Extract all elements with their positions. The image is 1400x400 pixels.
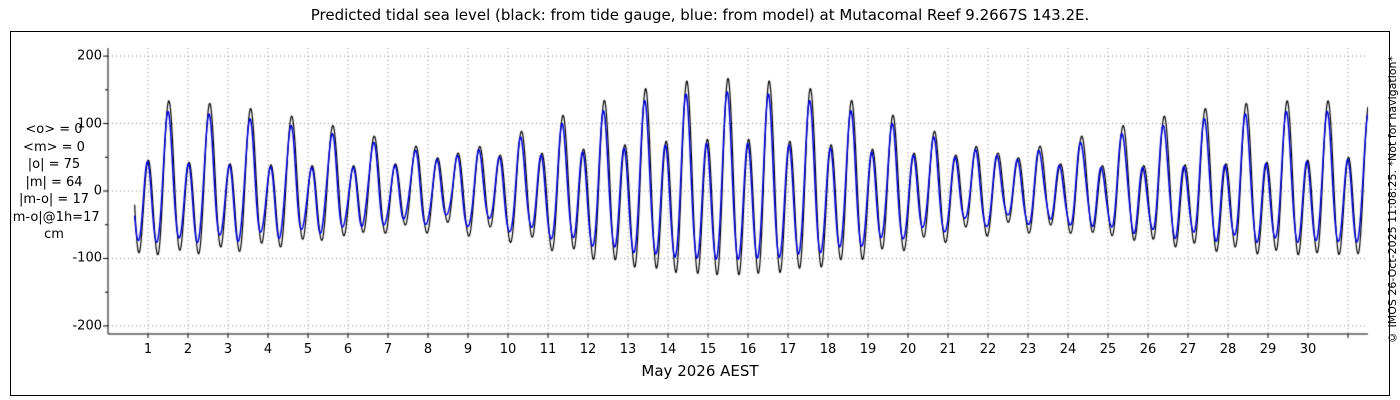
x-tick-label: 2 bbox=[183, 342, 193, 357]
x-tick-label: 15 bbox=[699, 342, 717, 357]
stat-model-mean: <m> = 0 bbox=[23, 139, 85, 155]
x-tick-label: 8 bbox=[423, 342, 433, 357]
x-tick-label: 23 bbox=[1019, 342, 1037, 357]
x-tick-label: 13 bbox=[619, 342, 637, 357]
y-tick-label: 0 bbox=[93, 183, 102, 199]
x-tick-label: 1 bbox=[143, 342, 153, 357]
x-tick-label: 5 bbox=[303, 342, 313, 357]
stat-units: cm bbox=[44, 227, 64, 242]
x-tick-label: 29 bbox=[1259, 342, 1277, 357]
x-tick-label: 14 bbox=[659, 342, 677, 357]
x-tick-label: 17 bbox=[779, 342, 797, 357]
x-tick-label: 28 bbox=[1219, 342, 1237, 357]
x-tick-label: 4 bbox=[263, 342, 273, 357]
x-tick-label: 22 bbox=[979, 342, 997, 357]
x-tick-label: 11 bbox=[539, 342, 557, 357]
x-tick-label: 20 bbox=[899, 342, 917, 357]
x-tick-label: 10 bbox=[499, 342, 517, 357]
x-tick-label: 12 bbox=[579, 342, 597, 357]
x-tick-label: 3 bbox=[223, 342, 233, 357]
x-tick-label: 24 bbox=[1059, 342, 1077, 357]
y-tick-label: 200 bbox=[77, 48, 102, 64]
x-tick-label: 25 bbox=[1099, 342, 1117, 357]
x-tick-label: 16 bbox=[739, 342, 757, 357]
x-tick-label: 26 bbox=[1139, 342, 1157, 357]
stat-obs-abs: |o| = 75 bbox=[27, 157, 81, 172]
x-tick-label: 18 bbox=[819, 342, 837, 357]
chart-title: Predicted tidal sea level (black: from t… bbox=[310, 6, 1090, 24]
x-tick-label: 27 bbox=[1179, 342, 1197, 357]
x-tick-label: 9 bbox=[463, 342, 473, 357]
copyright-watermark: © IMOS 26-Oct-2025 11:08:25. *Not for na… bbox=[1386, 56, 1399, 344]
stat-diff-abs: |m-o| = 17 bbox=[18, 192, 89, 207]
y-tick-label: -100 bbox=[72, 250, 102, 266]
x-axis-title: May 2026 AEST bbox=[641, 362, 759, 380]
y-tick-label: -200 bbox=[72, 318, 102, 334]
stat-diff-abs-1h: |m-o|@1h=17 bbox=[8, 209, 100, 225]
x-tick-label: 6 bbox=[343, 342, 353, 357]
y-tick-label: 100 bbox=[77, 116, 102, 132]
stat-model-abs: |m| = 64 bbox=[25, 174, 83, 190]
x-tick-label: 30 bbox=[1299, 342, 1317, 357]
x-tick-label: 19 bbox=[859, 342, 877, 357]
x-tick-label: 21 bbox=[939, 342, 957, 357]
stats-panel: <o> = 0 <m> = 0 |o| = 75 |m| = 64 |m-o| … bbox=[4, 121, 104, 244]
x-tick-label: 7 bbox=[383, 342, 393, 357]
stat-obs-mean: <o> = 0 bbox=[25, 122, 83, 137]
